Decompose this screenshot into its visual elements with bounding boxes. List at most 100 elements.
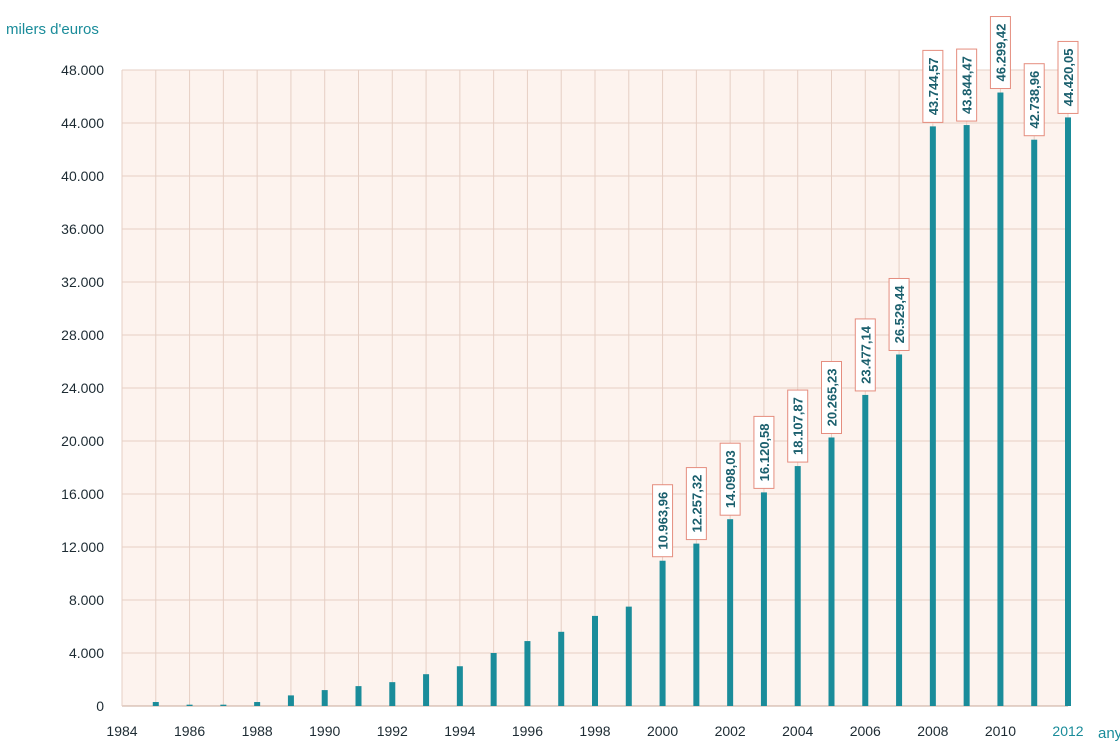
bar-2008 [929,126,936,706]
value-label-box [685,467,707,541]
value-label-2011: 42.738,96 [1023,63,1045,137]
value-label-text: 20.265,23 [825,369,840,427]
bar-1994 [456,666,463,706]
x-tick-label: 2000 [647,723,678,739]
bar-1985 [152,702,159,706]
value-label-box [753,415,775,489]
bar-1995 [490,653,497,706]
bar-1986 [186,704,193,706]
value-label-2004: 18.107,87 [787,389,809,463]
x-tick-label: 2012 [1052,723,1083,739]
y-tick-label: 32.000 [61,274,104,290]
bar-2005 [828,437,835,706]
value-label-text: 43.844,47 [960,56,975,114]
y-tick-label: 12.000 [61,539,104,555]
y-tick-label: 36.000 [61,221,104,237]
y-axis: 0 4.000 8.000 12.000 16.000 20.000 24.000 28.00… [61,62,104,714]
value-label-2012: 44.420,05 [1057,40,1079,114]
y-tick-label: 44.000 [61,115,104,131]
bar-1999 [625,606,632,706]
bar-1998 [592,615,598,706]
y-tick-label: 8.000 [69,592,104,608]
bar-1996 [524,641,531,706]
x-tick-label: 1996 [512,723,543,739]
value-label-box [1057,40,1079,114]
x-tick-label: 1998 [579,723,610,739]
x-tick-label: 2008 [917,723,948,739]
x-axis-label: any [1098,725,1120,742]
value-label-box [652,484,674,558]
x-tick-label: 1990 [309,723,340,739]
value-label-text: 46.299,42 [993,24,1008,82]
y-tick-label: 16.000 [61,486,104,502]
value-label-box [922,49,944,123]
value-label-box [956,48,978,122]
bar-1989 [287,695,294,706]
x-tick-label: 1994 [444,723,475,739]
value-label-2007: 26.529,44 [888,277,910,351]
value-label-2005: 20.265,23 [821,360,842,434]
y-tick-label: 4.000 [69,645,104,661]
y-tick-label: 20.000 [61,433,104,449]
bar-2003 [760,492,767,706]
x-tick-label: 1984 [106,723,137,739]
value-label-box [719,442,741,516]
y-tick-label: 24.000 [61,380,104,396]
value-label-text: 14.098,03 [723,450,738,508]
bars-group [152,92,1071,707]
y-tick-label: 40.000 [61,168,104,184]
value-label-2010: 46.299,42 [989,16,1011,90]
y-tick-label: 28.000 [61,327,104,343]
bar-2004 [794,466,801,706]
x-tick-label: 2004 [782,723,813,739]
value-label-box [821,360,842,434]
value-label-2008: 43.744,57 [922,49,944,123]
bar-2000 [659,560,666,706]
value-label-text: 43.744,57 [926,57,941,115]
value-label-box [787,389,809,463]
x-tick-label: 1986 [174,723,205,739]
bar-2009 [963,125,970,706]
y-tick-label: 48.000 [61,62,104,78]
value-label-2002: 14.098,03 [719,442,741,516]
value-label-text: 44.420,05 [1061,49,1076,107]
bar-1997 [558,631,565,706]
bar-2002 [727,519,734,706]
value-label-text: 23.477,14 [858,325,873,384]
bar-2010 [997,92,1004,706]
bar-2012 [1065,117,1071,707]
bar-2011 [1031,139,1038,706]
bar-1988 [254,702,261,706]
x-tick-label: 2006 [850,723,881,739]
value-label-box [854,318,876,392]
value-label-text: 16.120,58 [757,423,772,481]
value-label-text: 42.738,96 [1027,71,1042,129]
x-tick-label: 1988 [242,723,273,739]
x-tick-label: 2002 [715,723,746,739]
value-label-2006: 23.477,14 [854,318,876,392]
x-tick-label: 1992 [377,723,408,739]
bar-2007 [896,354,903,706]
y-axis-label: milers d'euros [6,21,99,38]
x-axis: 1984 1986 1988 1990 1992 1994 1996 1998 2000 2002… [106,723,1083,739]
y-tick-label: 0 [96,698,104,714]
value-label-2001: 12.257,32 [685,467,707,541]
bar-1991 [355,686,362,706]
value-label-box [888,277,910,351]
bar-1990 [321,690,328,706]
value-label-text: 26.529,44 [892,285,907,344]
value-label-2003: 16.120,58 [753,415,775,489]
x-tick-label: 2010 [985,723,1016,739]
bar-1993 [423,674,430,706]
value-label-text: 12.257,32 [689,475,704,533]
value-labels-group: 10.963,96 12.257,32 14.098,03 16.120,58 18.1… [652,16,1079,558]
value-label-box [1023,63,1045,137]
bar-2001 [693,543,700,706]
bar-1992 [389,682,396,706]
value-label-2009: 43.844,47 [956,48,978,122]
value-label-text: 18.107,87 [791,397,806,455]
bar-1987 [220,704,227,706]
value-label-box [989,16,1011,90]
bar-2006 [862,394,869,706]
